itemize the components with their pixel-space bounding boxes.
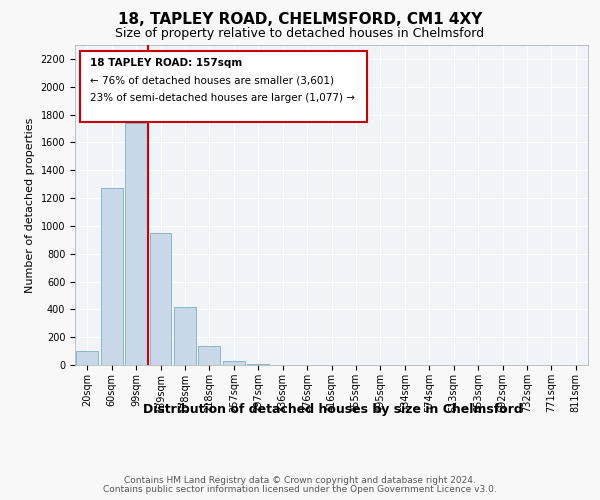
- Bar: [76, 351, 98, 365]
- Text: Distribution of detached houses by size in Chelmsford: Distribution of detached houses by size …: [143, 402, 523, 415]
- Text: Contains public sector information licensed under the Open Government Licence v3: Contains public sector information licen…: [103, 485, 497, 494]
- Bar: [247, 364, 269, 365]
- Bar: [174, 306, 196, 365]
- Text: 18 TAPLEY ROAD: 157sqm: 18 TAPLEY ROAD: 157sqm: [91, 58, 242, 68]
- Y-axis label: Number of detached properties: Number of detached properties: [25, 118, 35, 292]
- Bar: [223, 361, 245, 365]
- Bar: [101, 188, 122, 365]
- Text: Contains HM Land Registry data © Crown copyright and database right 2024.: Contains HM Land Registry data © Crown c…: [124, 476, 476, 485]
- Bar: [80, 52, 367, 122]
- Text: 18, TAPLEY ROAD, CHELMSFORD, CM1 4XY: 18, TAPLEY ROAD, CHELMSFORD, CM1 4XY: [118, 12, 482, 28]
- Bar: [149, 233, 172, 365]
- Bar: [199, 346, 220, 365]
- Text: Size of property relative to detached houses in Chelmsford: Size of property relative to detached ho…: [115, 28, 485, 40]
- Text: ← 76% of detached houses are smaller (3,601): ← 76% of detached houses are smaller (3,…: [91, 76, 334, 86]
- Bar: [125, 123, 147, 365]
- Text: 23% of semi-detached houses are larger (1,077) →: 23% of semi-detached houses are larger (…: [91, 93, 355, 103]
